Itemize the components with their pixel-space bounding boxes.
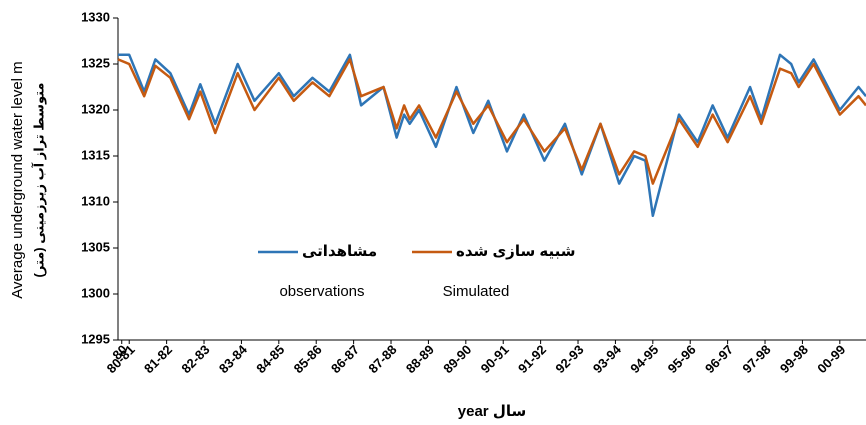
x-tick-label: 00-99 [814,342,848,376]
x-tick-label: 94-95 [627,342,661,376]
y-tick-label: 1300 [81,285,110,300]
x-tick-label: 88-89 [403,342,437,376]
x-tick-label: 87-88 [365,342,399,376]
x-tick-label: 97-98 [739,342,773,376]
series-line [118,53,866,218]
x-tick-label: 95-96 [665,342,699,376]
legend-label-en: Simulated [443,283,510,300]
y-tick-label: 1320 [81,101,110,116]
y-tick-label: 1315 [81,147,110,162]
x-tick-label: 89-90 [440,342,474,376]
x-tick-label: 81-82 [141,342,175,376]
legend-label: شبیه سازی شده [456,243,575,260]
y-axis-label: Average underground water level m [9,61,26,298]
x-tick-label: 84-85 [253,342,287,376]
y-tick-label: 1295 [81,331,110,346]
x-tick-label: 92-93 [552,342,586,376]
x-tick-label: 82-83 [178,342,212,376]
x-tick-label: 80-81 [104,342,138,376]
x-axis-label: year سال [458,403,526,420]
series-line [117,58,866,185]
y-tick-label: 1305 [81,239,110,254]
x-tick-label: 99-98 [777,342,811,376]
x-tick-label: 90-91 [478,342,512,376]
legend-label: مشاهداتی [302,243,377,260]
y-tick-label: 1310 [81,193,110,208]
x-tick-label: 91-92 [515,342,549,376]
y-tick-label: 1325 [81,55,110,70]
x-tick-label: 93-94 [590,341,625,376]
y-tick-label: 1330 [81,9,110,24]
x-tick-label: 85-86 [291,342,325,376]
legend-label-en: observations [279,283,364,300]
x-tick-label: 96-97 [702,342,736,376]
x-tick-label: 86-87 [328,342,362,376]
x-tick-label: 83-84 [216,341,251,376]
y-axis-label-fa: متوسط تراز آب زیرزمینی (متر) [30,83,46,278]
